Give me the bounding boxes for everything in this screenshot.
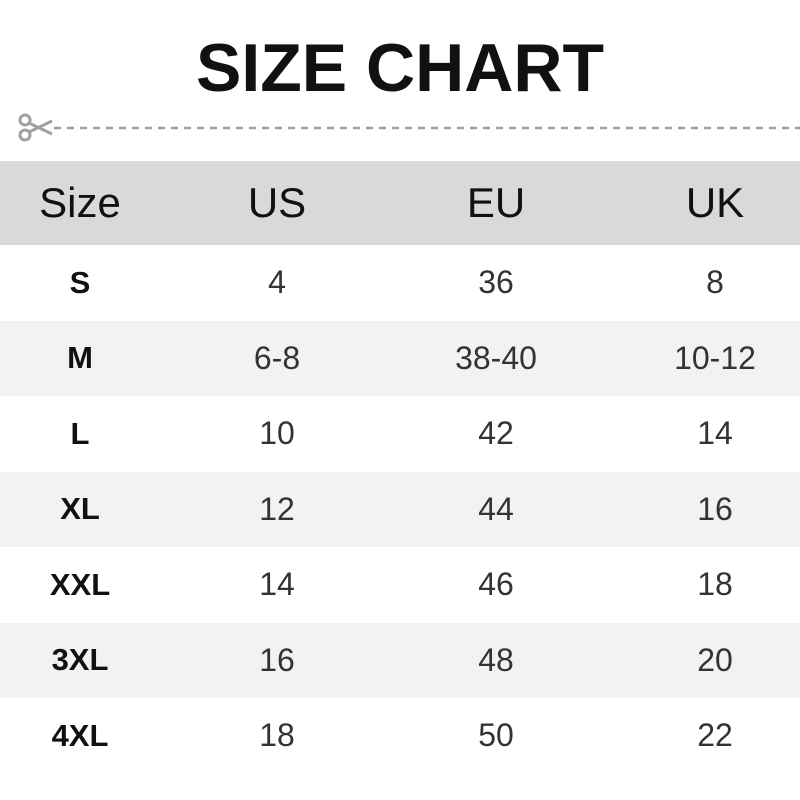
cell-us: 18	[259, 717, 295, 754]
cell-us: 12	[259, 490, 295, 527]
cell-eu: 42	[478, 415, 514, 452]
table-row: M 6-8 38-40 10-12	[0, 320, 800, 396]
cell-uk: 8	[706, 264, 724, 301]
cell-eu: 48	[478, 641, 514, 678]
cell-size: 3XL	[51, 642, 109, 678]
table-row: 3XL 16 48 20	[0, 622, 800, 698]
cell-us: 16	[259, 641, 295, 678]
table-row: L 10 42 14	[0, 396, 800, 472]
header-eu: EU	[466, 179, 526, 226]
cell-size: S	[69, 264, 91, 300]
cell-us: 10	[259, 415, 295, 452]
scissors-icon	[18, 113, 53, 142]
table-row: S 4 36 8	[0, 245, 800, 321]
size-table: Size US EU UK S 4 36 8 M 6-8 38-40 10-12 L 10 42 14…	[0, 161, 800, 774]
table-row: XL 12 44 16	[0, 471, 800, 547]
cell-us: 14	[259, 566, 295, 603]
cell-us: 6-8	[253, 339, 301, 376]
header-size: Size	[39, 179, 121, 226]
cell-us: 4	[268, 264, 286, 301]
cell-eu: 46	[478, 566, 514, 603]
table-row: 4XL 18 50 22	[0, 698, 800, 774]
table-row: XXL 14 46 18	[0, 547, 800, 623]
cell-eu: 38-40	[455, 339, 537, 376]
cell-uk: 18	[697, 566, 733, 603]
cell-uk: 22	[697, 717, 733, 754]
cut-line	[18, 113, 800, 142]
page-title: SIZE CHART	[196, 30, 604, 106]
cell-uk: 14	[697, 415, 733, 452]
table-header: Size US EU UK	[0, 161, 800, 245]
cell-size: M	[67, 340, 93, 376]
cell-eu: 36	[478, 264, 514, 301]
cell-uk: 20	[697, 641, 733, 678]
cell-size: XL	[60, 491, 100, 527]
header-us: US	[247, 179, 307, 226]
header-uk: UK	[685, 179, 745, 226]
cell-uk: 16	[697, 490, 733, 527]
cell-eu: 50	[478, 717, 514, 754]
cell-size: L	[70, 415, 90, 451]
cell-eu: 44	[478, 490, 514, 527]
cell-size: 4XL	[51, 717, 109, 753]
cell-uk: 10-12	[674, 339, 756, 376]
cell-size: XXL	[49, 566, 111, 602]
